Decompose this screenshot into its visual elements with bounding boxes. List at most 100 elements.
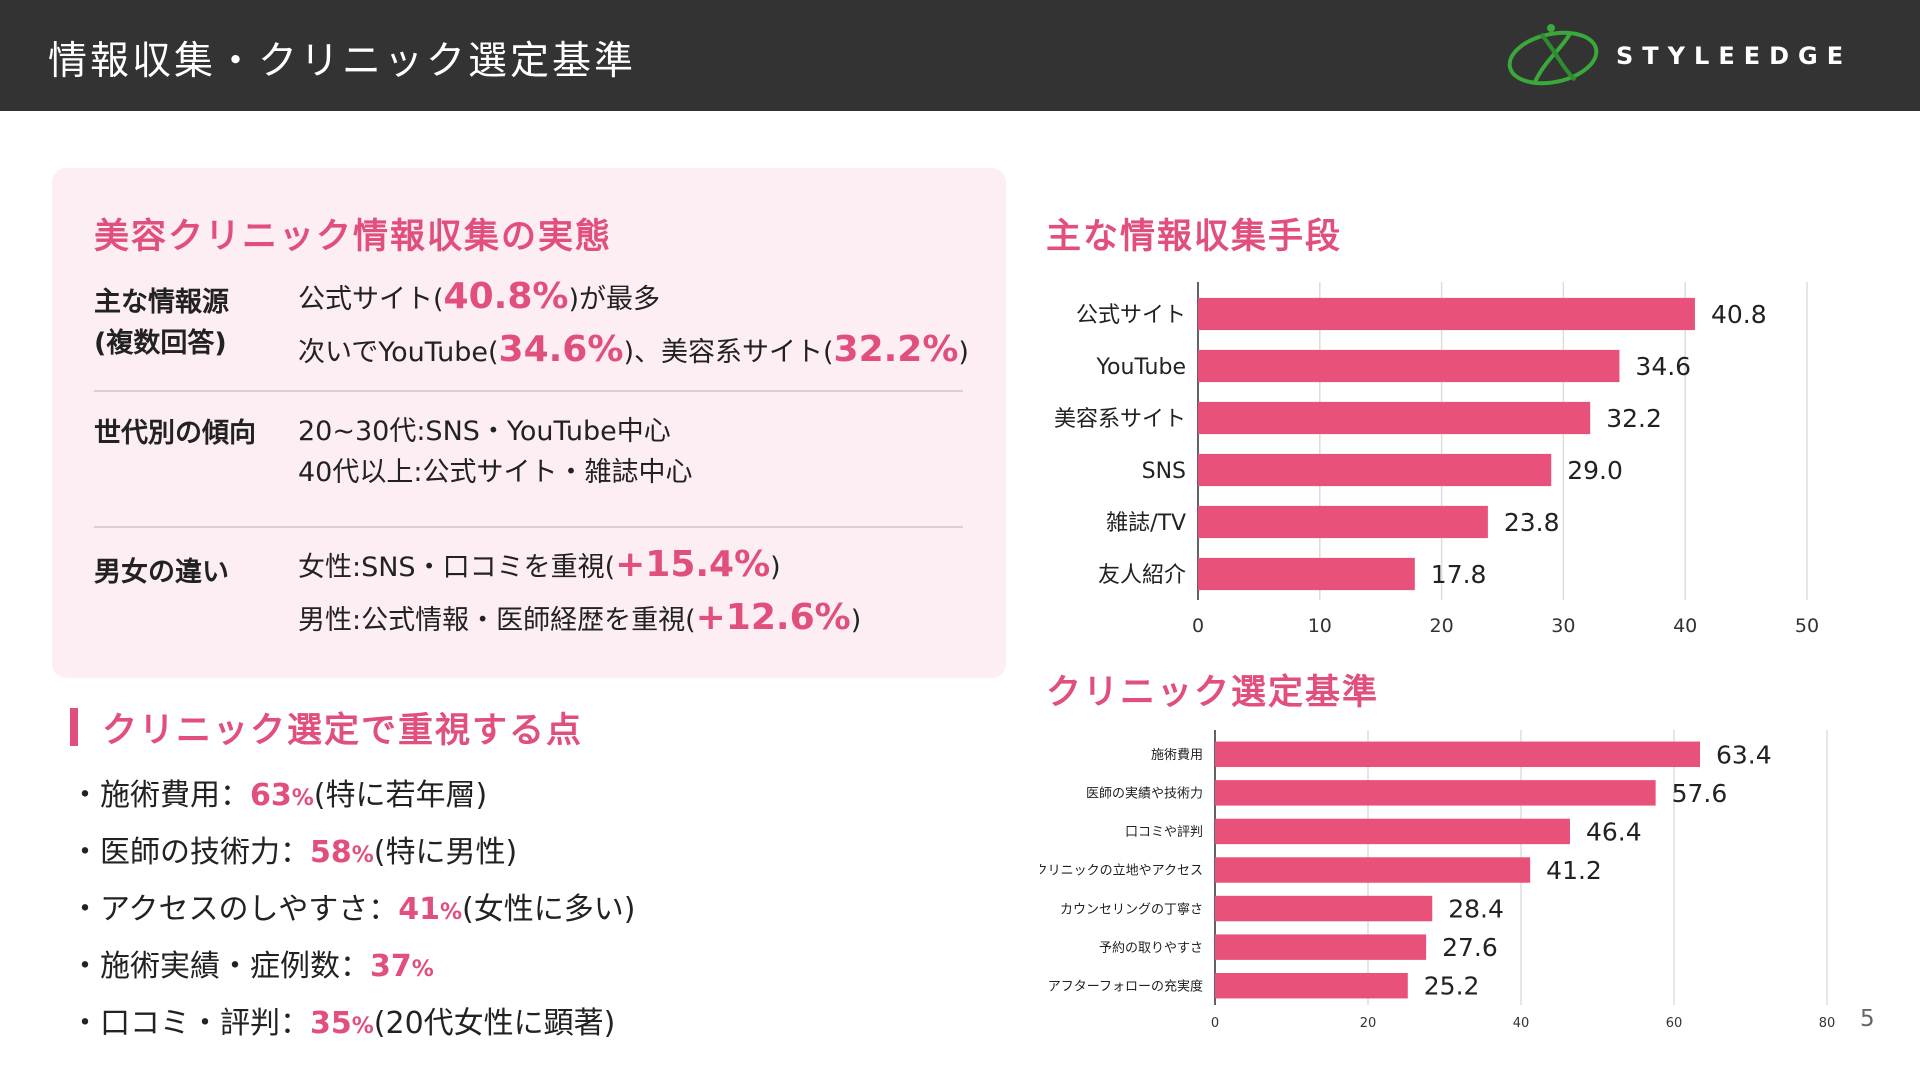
point-note: (特に男性) — [373, 835, 518, 870]
highlight-value: 40.8% — [443, 276, 569, 317]
point-label: ・施術実績・症例数： — [70, 949, 370, 984]
highlight-value: 32.2% — [833, 329, 959, 370]
data-label: 28.4 — [1448, 895, 1504, 924]
gender-line-2: 男性:公式情報・医師経歴を重視(+12.6%) — [298, 593, 861, 646]
row-label-gender: 男女の違い — [94, 557, 229, 588]
generation-line-2: 40代以上:公式サイト・雑誌中心 — [298, 457, 693, 488]
logo-text: STYLEEDGE — [1616, 42, 1853, 70]
chart-info-sources: 0 10 20 30 40 50 公式サイト 40.8 YouTube 34.6 美容系サイト 32.… — [1054, 282, 1819, 637]
data-label: 57.6 — [1672, 779, 1728, 808]
data-label: 46.4 — [1586, 817, 1642, 846]
point-note: (女性に多い) — [462, 892, 636, 927]
styleedge-logo-icon — [1507, 24, 1599, 86]
point-note: (特に若年層) — [313, 778, 488, 813]
bar — [1215, 895, 1433, 922]
highlight-value: +15.4% — [615, 544, 771, 585]
x-tick-label: 0 — [1192, 615, 1204, 637]
category-label: 友人紹介 — [1098, 563, 1186, 588]
gender-line-1: 女性:SNS・口コミを重視(+15.4%) — [298, 540, 861, 593]
point-percent: 58% — [310, 835, 374, 870]
x-tick-label: 80 — [1819, 1016, 1836, 1031]
category-label: 美容系サイト — [1054, 407, 1186, 432]
bar — [1215, 857, 1531, 883]
x-tick-label: 10 — [1308, 615, 1332, 637]
bar — [1198, 557, 1415, 591]
row-label-sources: 主な情報源 (複数回答) — [94, 282, 229, 364]
point-percent: 37% — [370, 949, 434, 984]
data-label: 27.6 — [1442, 933, 1498, 962]
point-percent: 41% — [398, 892, 462, 927]
data-label: 63.4 — [1716, 740, 1772, 769]
header-bar: 情報収集・クリニック選定基準 STYLEEDGE — [0, 0, 1920, 111]
point-item: ・口コミ・評判：35%(20代女性に顕著) — [70, 998, 615, 1042]
category-label: 公式サイト — [1076, 303, 1186, 328]
page-title: 情報収集・クリニック選定基準 — [48, 39, 637, 84]
data-label: 29.0 — [1567, 456, 1623, 485]
text-fragment: ) — [850, 605, 862, 636]
highlight-value: +12.6% — [695, 597, 851, 638]
category-label: アフターフォローの充実度 — [1048, 978, 1203, 994]
text-fragment: 男性:公式情報・医師経歴を重視( — [298, 605, 696, 636]
bar — [1215, 818, 1570, 845]
data-label: 17.8 — [1431, 560, 1487, 589]
data-label: 34.6 — [1635, 352, 1691, 381]
bar — [1198, 453, 1552, 487]
text-fragment: 次いでYouTube( — [298, 337, 499, 368]
category-label: クリニックの立地やアクセス — [1040, 864, 1203, 879]
x-tick-label: 60 — [1666, 1016, 1683, 1031]
point-label: ・施術費用： — [70, 778, 250, 813]
bar — [1215, 780, 1656, 806]
data-label: 32.2 — [1606, 404, 1662, 433]
sources-line-2: 次いでYouTube(34.6%)、美容系サイト(32.2%) — [298, 325, 969, 378]
text-fragment: )、美容系サイト( — [623, 337, 834, 368]
chart-title-sources: 主な情報収集手段 — [1046, 217, 1343, 257]
point-note: (20代女性に顕著) — [373, 1006, 616, 1041]
chart-title-criteria: クリニック選定基準 — [1046, 673, 1380, 713]
point-item: ・アクセスのしやすさ：41%(女性に多い) — [70, 884, 635, 928]
text-fragment: ) — [770, 552, 781, 583]
x-tick-label: 0 — [1211, 1016, 1219, 1031]
bar — [1198, 401, 1591, 435]
divider — [94, 390, 963, 392]
divider — [94, 526, 963, 528]
section-marker — [70, 708, 78, 746]
point-item: ・施術実績・症例数：37% — [70, 941, 434, 985]
bar — [1215, 972, 1408, 999]
chart-selection-criteria: 0 20 40 60 80 施術費用 63.4 医師の実績や技術力 57.6 口コミや評判 46.4… — [1040, 730, 1836, 1031]
x-tick-label: 40 — [1673, 615, 1697, 637]
text-fragment: 公式サイト( — [298, 284, 444, 315]
category-label: 口コミや評判 — [1125, 825, 1203, 840]
highlight-value: 34.6% — [498, 329, 624, 370]
data-label: 41.2 — [1546, 856, 1602, 885]
row-text-generation: 20~30代:SNS・YouTube中心 40代以上:公式サイト・雑誌中心 — [298, 411, 692, 493]
point-label: ・医師の技術力： — [70, 835, 310, 870]
summary-card: 美容クリニック情報収集の実態 主な情報源 (複数回答) 公式サイト(40.8%)… — [52, 168, 1006, 678]
point-percent: 63% — [250, 778, 314, 813]
category-label: 医師の実績や技術力 — [1086, 786, 1203, 802]
row-text-gender: 女性:SNS・口コミを重視(+15.4%) 男性:公式情報・医師経歴を重視(+1… — [298, 540, 861, 646]
row-label-generation: 世代別の傾向 — [94, 418, 256, 449]
bar — [1215, 741, 1701, 768]
text-fragment: 女性:SNS・口コミを重視( — [298, 552, 616, 583]
point-item: ・医師の技術力：58%(特に男性) — [70, 827, 517, 871]
data-label: 25.2 — [1424, 972, 1480, 1001]
x-tick-label: 40 — [1513, 1016, 1530, 1031]
row-text-sources: 公式サイト(40.8%)が最多 次いでYouTube(34.6%)、美容系サイト… — [298, 272, 969, 378]
text-fragment: )が最多 — [568, 284, 660, 315]
bar — [1198, 349, 1620, 383]
category-label: 雑誌/TV — [1106, 511, 1186, 536]
x-tick-label: 30 — [1551, 615, 1575, 637]
category-label: SNS — [1142, 459, 1186, 484]
point-percent: 35% — [310, 1006, 374, 1041]
row-label-line: (複数回答) — [94, 328, 227, 359]
points-title: クリニック選定で重視する点 — [102, 711, 584, 751]
point-item: ・施術費用：63%(特に若年層) — [70, 770, 487, 814]
category-label: カウンセリングの丁寧さ — [1060, 901, 1203, 917]
data-label: 23.8 — [1504, 508, 1560, 537]
x-tick-label: 20 — [1360, 1016, 1377, 1031]
page-number: 5 — [1860, 1006, 1875, 1032]
sources-line-1: 公式サイト(40.8%)が最多 — [298, 272, 969, 325]
text-fragment: ) — [958, 337, 969, 368]
data-label: 40.8 — [1711, 300, 1767, 329]
category-label: YouTube — [1096, 355, 1186, 380]
